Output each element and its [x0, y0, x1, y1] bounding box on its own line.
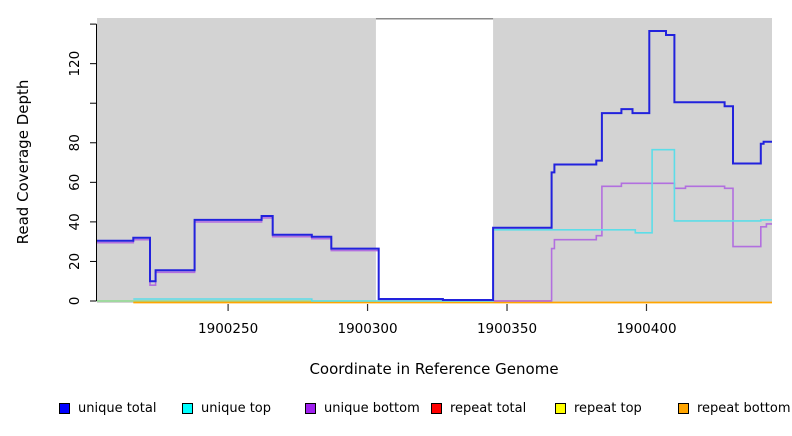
x-tick-label: 1900400 [616, 321, 676, 337]
x-tick-label: 1900300 [337, 321, 397, 337]
legend-swatch-repeat-total [431, 402, 442, 414]
legend-swatch-repeat-top [555, 402, 566, 414]
legend-item-repeat-total: repeat total [431, 399, 526, 417]
y-tick-label: 0 [67, 297, 83, 306]
series-line-unique-top [133, 148, 772, 302]
legend-swatch-unique-bottom [305, 402, 316, 414]
y-tick-label: 40 [67, 213, 83, 230]
x-tick-label: 1900350 [477, 321, 537, 337]
legend-label: unique bottom [324, 400, 420, 416]
y-tick-label: 80 [67, 134, 83, 151]
axis-layer: 0 20 40 60 80 120 1900250 1900300 1900350 1900400 [67, 23, 677, 337]
x-axis-title: Coordinate in Reference Genome [309, 360, 558, 378]
y-tick-label: 60 [67, 174, 83, 191]
legend-swatch-repeat-bottom [678, 402, 689, 414]
series-layer [97, 30, 772, 304]
legend-swatch-unique-total [59, 402, 70, 414]
y-axis-title: Read Coverage Depth [14, 80, 32, 245]
legend-label: repeat bottom [697, 400, 791, 416]
legend-label: repeat total [450, 400, 527, 416]
legend: unique total unique top unique bottom repea… [0, 399, 792, 419]
y-tick-label: 20 [67, 253, 83, 270]
legend-label: repeat top [574, 400, 642, 416]
legend-item-repeat-bottom: repeat bottom [678, 399, 791, 417]
legend-item-unique-top: unique top [182, 399, 271, 417]
legend-label: unique top [201, 400, 272, 416]
legend-label: unique total [78, 400, 157, 416]
x-tick-label: 1900250 [198, 321, 258, 337]
legend-item-unique-bottom: unique bottom [305, 399, 420, 417]
legend-item-unique-total: unique total [59, 399, 156, 417]
plot-panel [97, 18, 772, 303]
y-tick-label: 120 [67, 51, 83, 77]
series-line-unique-total [97, 30, 772, 301]
gap-region [375, 18, 494, 303]
legend-item-repeat-top: repeat top [555, 399, 642, 417]
legend-swatch-unique-top [182, 402, 193, 414]
